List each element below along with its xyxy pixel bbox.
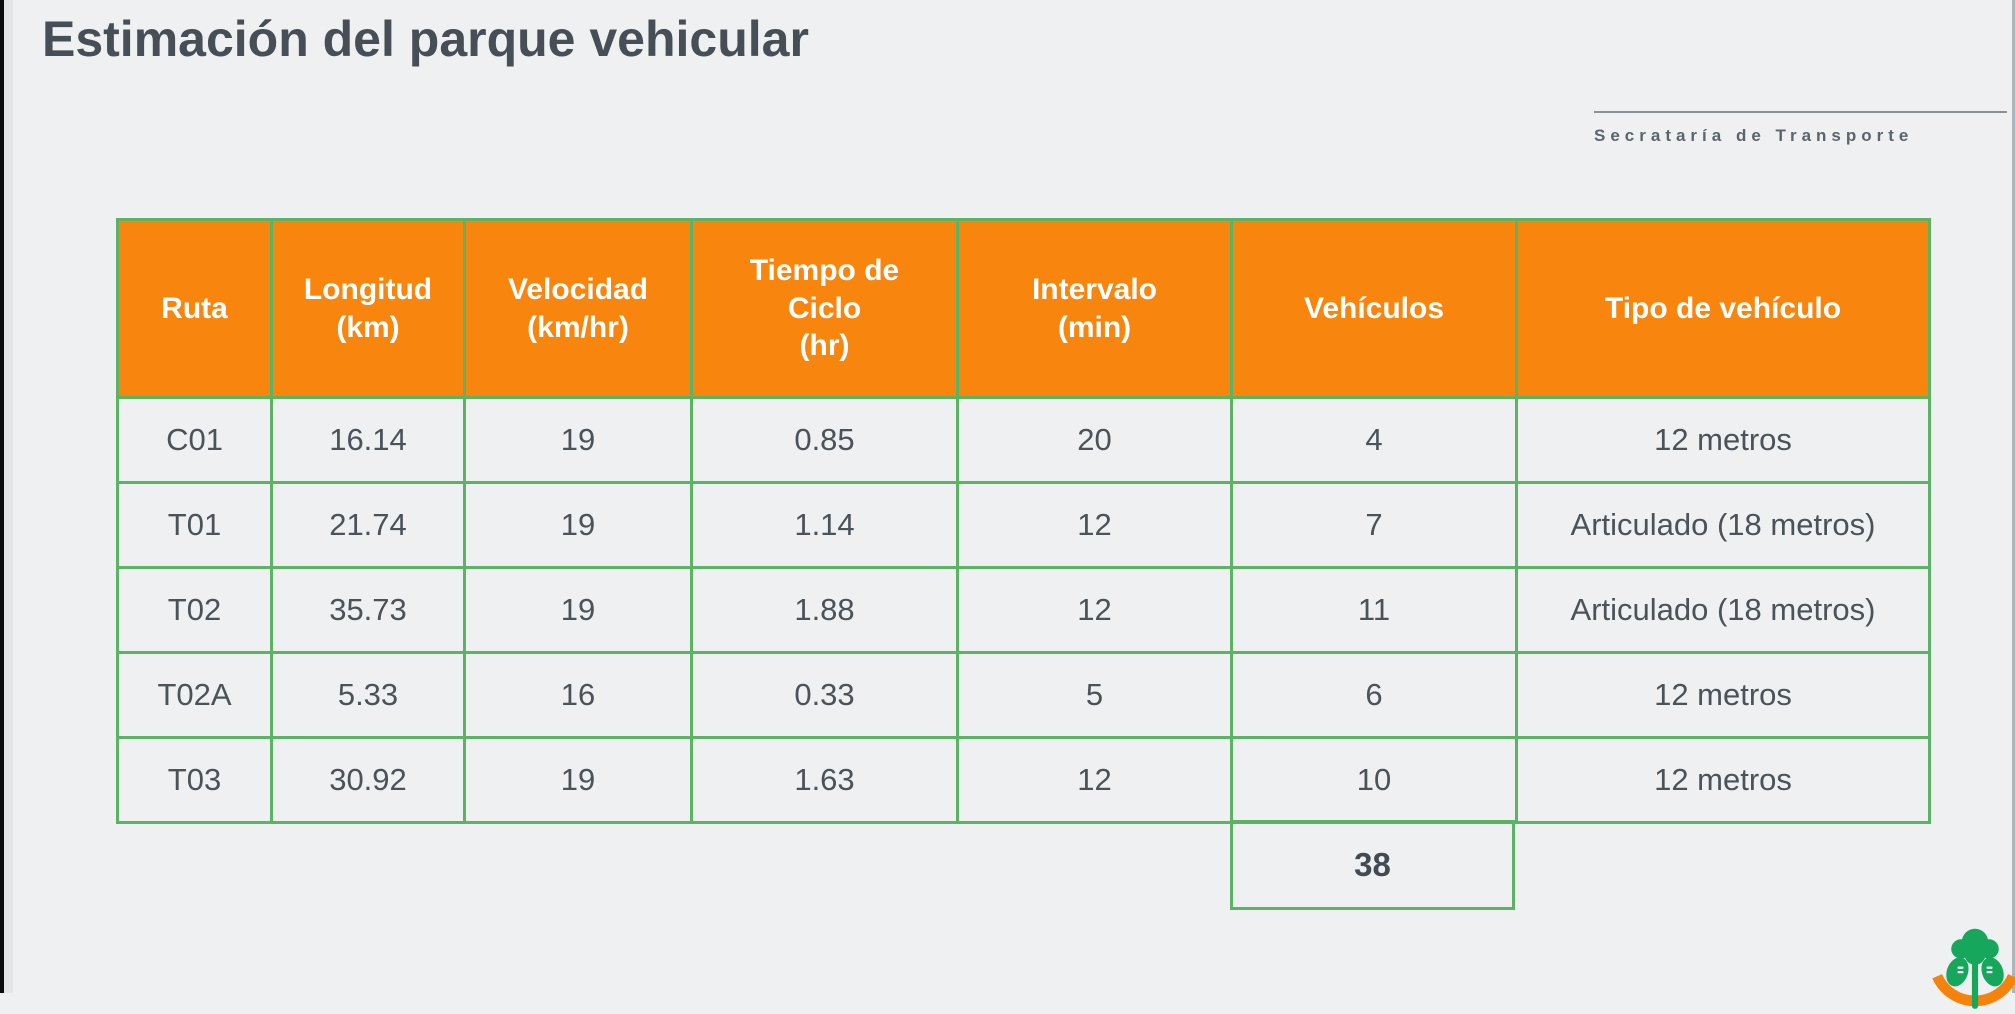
- column-header-velocidad: Velocidad (km/hr): [463, 218, 693, 399]
- table-cell: Articulado (18 metros): [1515, 566, 1931, 654]
- org-divider-line: [1594, 111, 2007, 113]
- transport-authority-logo: [1931, 925, 2015, 1009]
- table-cell: 19: [463, 481, 693, 569]
- table-cell: 4: [1230, 396, 1518, 484]
- table-row: T02A 5.33 16 0.33 5 6 12 metros: [116, 651, 1931, 739]
- table-cell: 6: [1230, 651, 1518, 739]
- column-header-ruta: Ruta: [116, 218, 273, 399]
- table-row: C01 16.14 19 0.85 20 4 12 metros: [116, 396, 1931, 484]
- table-row: T02 35.73 19 1.88 12 11 Articulado (18 m…: [116, 566, 1931, 654]
- table-cell: 16.14: [270, 396, 466, 484]
- org-name-label: Secrataría de Transporte: [1594, 126, 1914, 145]
- table-cell: 12 metros: [1515, 396, 1931, 484]
- table-cell: Articulado (18 metros): [1515, 481, 1931, 569]
- table-cell: 12: [956, 566, 1233, 654]
- table-cell: 19: [463, 396, 693, 484]
- table-cell: 12 metros: [1515, 736, 1931, 824]
- table-cell: 1.88: [690, 566, 959, 654]
- table-cell: 1.14: [690, 481, 959, 569]
- column-header-intervalo: Intervalo (min): [956, 218, 1233, 399]
- table-cell: 21.74: [270, 481, 466, 569]
- column-header-tipo-vehiculo: Tipo de vehículo: [1515, 218, 1931, 399]
- table-cell: T01: [116, 481, 273, 569]
- column-header-tiempo-ciclo: Tiempo de Ciclo (hr): [690, 218, 959, 399]
- table-cell: 19: [463, 736, 693, 824]
- table-cell: 0.33: [690, 651, 959, 739]
- vehicles-total-cell: 38: [1230, 820, 1515, 910]
- table-cell: 35.73: [270, 566, 466, 654]
- table-cell: 0.85: [690, 396, 959, 484]
- table-row: T01 21.74 19 1.14 12 7 Articulado (18 me…: [116, 481, 1931, 569]
- table-cell: 12: [956, 736, 1233, 824]
- column-header-longitud: Longitud (km): [270, 218, 466, 399]
- page-title: Estimación del parque vehicular: [42, 11, 809, 67]
- table-cell: 16: [463, 651, 693, 739]
- table-cell: T03: [116, 736, 273, 824]
- column-header-vehiculos: Vehículos: [1230, 218, 1518, 399]
- vehicles-total-value: 38: [1354, 846, 1391, 883]
- table-cell: 12: [956, 481, 1233, 569]
- table-cell: 19: [463, 566, 693, 654]
- left-edge-strip-light: [4, 0, 13, 993]
- table-cell: 1.63: [690, 736, 959, 824]
- table-cell: 11: [1230, 566, 1518, 654]
- table-cell: T02: [116, 566, 273, 654]
- table-cell: 5.33: [270, 651, 466, 739]
- right-edge-strip: [2012, 0, 2015, 993]
- left-edge-strip: [0, 0, 4, 993]
- table-cell: 7: [1230, 481, 1518, 569]
- tree-logo-icon: [1932, 928, 2015, 1009]
- vehicle-estimation-table: Ruta Longitud (km) Velocidad (km/hr) Tie…: [116, 218, 1931, 824]
- table-cell: T02A: [116, 651, 273, 739]
- table-cell: 12 metros: [1515, 651, 1931, 739]
- header-row: Ruta Longitud (km) Velocidad (km/hr) Tie…: [116, 218, 1931, 399]
- table-cell: 20: [956, 396, 1233, 484]
- table-cell: 5: [956, 651, 1233, 739]
- table-row: T03 30.92 19 1.63 12 10 12 metros: [116, 736, 1931, 824]
- table-cell: 30.92: [270, 736, 466, 824]
- table-cell: 10: [1230, 736, 1518, 824]
- table-cell: C01: [116, 396, 273, 484]
